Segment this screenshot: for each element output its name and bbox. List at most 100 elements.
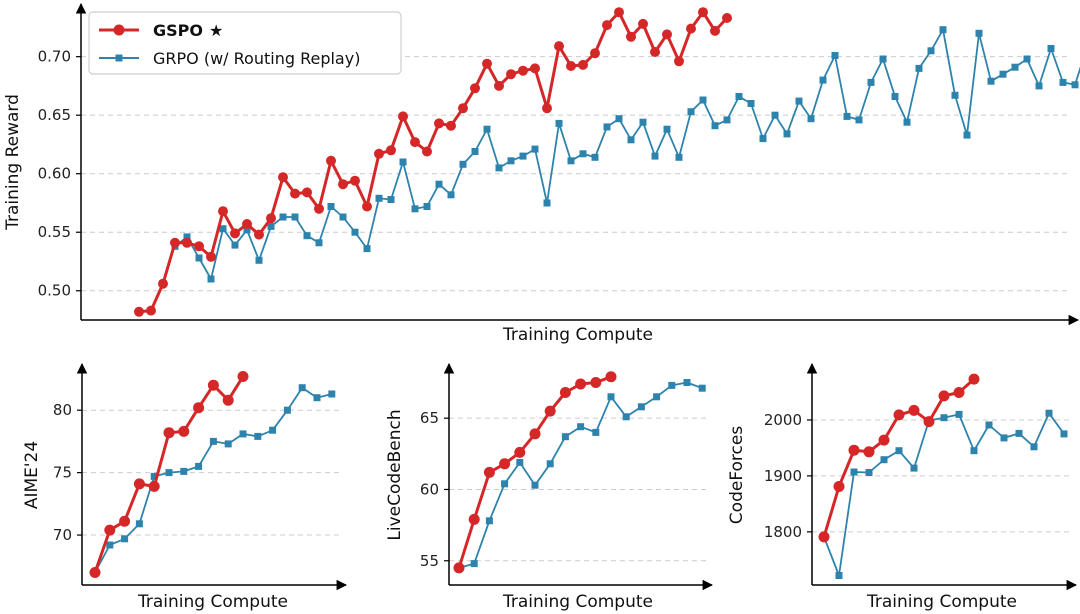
chart-aime24: 70 75 80 Training Compute AIME'24 xyxy=(22,362,348,612)
data-point-gspo xyxy=(863,446,875,458)
data-point-grpo xyxy=(315,239,323,247)
data-point-grpo xyxy=(603,123,611,131)
data-point-gspo xyxy=(326,155,336,166)
series-gspo xyxy=(134,7,732,317)
data-point-grpo xyxy=(531,481,539,489)
y-tick-label: 60 xyxy=(420,480,439,498)
data-point-gspo xyxy=(518,65,528,76)
data-point-grpo xyxy=(363,245,371,253)
legend: GSPO ★ GRPO (w/ Routing Replay) xyxy=(88,11,402,75)
data-point-grpo xyxy=(470,560,478,568)
data-point-gspo xyxy=(686,23,696,34)
data-point-grpo xyxy=(531,145,539,153)
data-point-gspo xyxy=(314,203,324,214)
data-point-grpo xyxy=(471,148,479,155)
data-point-gspo xyxy=(923,416,935,428)
series-grpo xyxy=(91,384,336,576)
data-point-grpo xyxy=(687,108,695,116)
data-point-gspo xyxy=(542,103,552,114)
data-point-grpo xyxy=(483,125,491,133)
data-point-grpo xyxy=(254,432,262,440)
data-point-gspo xyxy=(953,387,965,398)
data-point-grpo xyxy=(653,393,661,401)
legend-grpo-marker xyxy=(115,54,123,62)
data-point-gspo xyxy=(499,458,511,470)
data-point-gspo xyxy=(222,394,234,406)
series-line-grpo xyxy=(458,381,703,569)
data-point-grpo xyxy=(507,157,515,165)
data-point-gspo xyxy=(434,118,444,129)
data-point-grpo xyxy=(339,213,347,221)
data-point-grpo xyxy=(795,97,803,105)
gridlines xyxy=(812,419,1070,533)
data-point-gspo xyxy=(170,237,180,248)
data-point-grpo xyxy=(627,136,635,144)
data-point-grpo xyxy=(447,191,455,199)
data-point-gspo xyxy=(578,59,588,70)
data-point-grpo xyxy=(963,131,971,139)
legend-gspo-marker xyxy=(113,24,125,36)
data-point-gspo xyxy=(848,444,860,456)
data-point-gspo xyxy=(362,201,372,212)
series-grpo xyxy=(455,379,706,572)
data-point-gspo xyxy=(386,145,396,156)
data-point-gspo xyxy=(674,56,684,67)
data-point-gspo xyxy=(482,58,492,69)
data-point-grpo xyxy=(723,116,731,124)
data-point-grpo xyxy=(106,541,114,549)
data-point-grpo xyxy=(651,152,659,160)
data-point-gspo xyxy=(158,278,168,289)
x-axis-label: Training Compute xyxy=(866,592,1017,612)
data-point-gspo xyxy=(559,387,571,398)
data-point-gspo xyxy=(89,567,101,578)
data-point-grpo xyxy=(855,116,863,124)
data-point-grpo xyxy=(880,456,888,464)
gridlines xyxy=(82,409,340,536)
data-point-gspo xyxy=(506,69,516,80)
data-point-grpo xyxy=(1030,443,1038,451)
data-point-grpo xyxy=(150,472,158,480)
data-point-grpo xyxy=(291,213,299,221)
data-point-grpo xyxy=(243,226,251,234)
data-point-grpo xyxy=(783,130,791,138)
data-point-grpo xyxy=(592,428,600,436)
data-point-grpo xyxy=(219,225,227,233)
series-grpo xyxy=(820,409,1068,579)
data-point-gspo xyxy=(818,531,830,543)
data-point-grpo xyxy=(495,164,503,172)
series-gspo xyxy=(89,371,249,578)
data-point-grpo xyxy=(865,469,873,476)
y-tick-label: 0.60 xyxy=(38,165,71,183)
legend-gspo-label: GSPO ★ xyxy=(153,21,223,40)
data-point-grpo xyxy=(987,77,995,85)
y-tick-label: 1800 xyxy=(764,523,802,541)
data-point-grpo xyxy=(675,153,683,161)
chart-training-reward: 0.50 0.55 0.60 0.65 0.70 Training Compute Tr… xyxy=(3,2,1080,345)
series-gspo xyxy=(453,371,617,574)
data-point-grpo xyxy=(831,52,839,59)
data-point-grpo xyxy=(567,157,575,165)
data-point-grpo xyxy=(399,158,407,166)
data-point-grpo xyxy=(639,118,647,126)
data-point-gspo xyxy=(207,379,219,391)
series-grpo xyxy=(171,26,1080,283)
data-point-grpo xyxy=(165,469,173,477)
data-point-gspo xyxy=(722,13,732,23)
data-point-grpo xyxy=(351,228,359,236)
data-point-gspo xyxy=(605,371,617,383)
legend-box xyxy=(88,11,402,75)
data-point-grpo xyxy=(255,256,263,264)
data-point-gspo xyxy=(494,80,504,91)
data-point-gspo xyxy=(908,404,920,416)
data-point-grpo xyxy=(939,26,947,34)
y-tick-label: 0.50 xyxy=(38,282,71,300)
data-point-gspo xyxy=(242,219,252,229)
data-point-gspo xyxy=(266,213,276,224)
y-tick-label: 65 xyxy=(420,409,439,427)
data-point-gspo xyxy=(626,31,636,42)
data-point-grpo xyxy=(759,135,767,143)
x-axis-label: Training Compute xyxy=(502,592,653,612)
data-point-gspo xyxy=(446,120,456,131)
data-point-grpo xyxy=(663,125,671,133)
data-point-grpo xyxy=(519,152,527,160)
